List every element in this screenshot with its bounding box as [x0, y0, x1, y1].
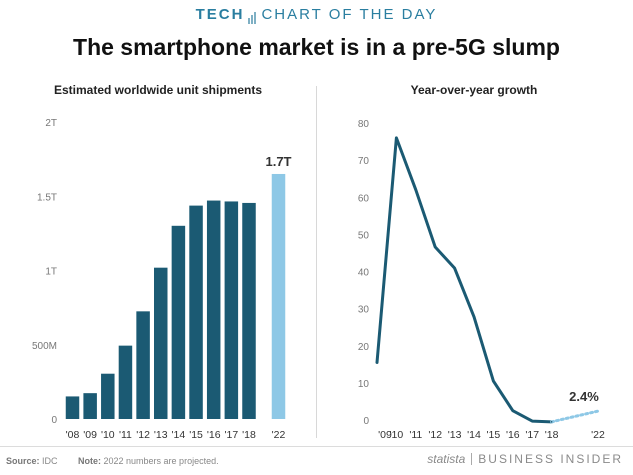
growth-point-16	[512, 409, 514, 412]
source-value: IDC	[42, 456, 58, 466]
line-y-tick-label: 60	[358, 193, 370, 204]
growth-point-10	[395, 137, 398, 139]
line-x-tick-label: '14	[467, 429, 481, 441]
bar-y-tick-label: 500M	[32, 341, 57, 352]
line-y-tick-label: 40	[358, 268, 370, 279]
line-x-tick-label: '11	[409, 429, 422, 441]
growth-point-15	[492, 380, 495, 382]
bar-y-tick-label: 2T	[45, 118, 57, 129]
footer-note: Note: 2022 numbers are projected.	[78, 456, 219, 466]
growth-line	[375, 136, 554, 424]
brand-tech: TECH	[195, 6, 245, 23]
bar-x-tick-label: '12	[136, 429, 150, 441]
growth-point-11	[415, 189, 417, 191]
bar-x-tick-label: '14	[172, 429, 186, 441]
line-x-tick-label: '09	[378, 429, 392, 441]
growth-point-12	[434, 246, 437, 248]
note-value: 2022 numbers are projected.	[103, 456, 219, 466]
line-x-tick-label: '12	[428, 429, 442, 441]
footer-logo: statista BUSINESS INSIDER	[427, 452, 623, 466]
bar-x-tick-label: '08	[66, 429, 80, 441]
line-y-tick-label: 10	[358, 379, 370, 390]
bar-x-tick-label: '16	[207, 429, 221, 441]
growth-line-projected	[550, 409, 600, 424]
bar-data-label: 1.7T	[265, 154, 291, 169]
bar-y-tick-label: 1T	[45, 267, 57, 278]
bar-x-tick-label: '17	[225, 429, 239, 441]
bar-11	[118, 345, 133, 419]
footer-source: Source: IDC	[6, 456, 58, 466]
bar-16	[206, 200, 221, 419]
page-title: The smartphone market is in a pre-5G slu…	[73, 34, 560, 60]
line-y-tick-label: 50	[358, 230, 370, 241]
line-x-tick-label: '13	[448, 429, 462, 441]
bar-x-tick-label: '18	[242, 429, 256, 441]
bar-17	[224, 201, 239, 419]
line-y-tick-label: 20	[358, 342, 370, 353]
bar-x-tick-label: '15	[189, 429, 203, 441]
note-label: Note:	[78, 456, 101, 466]
bar-10	[101, 373, 115, 419]
line-x-tick-label: '10	[390, 429, 404, 441]
footer-divider	[0, 446, 633, 447]
bar-chart-title: Estimated worldwide unit shipments	[54, 83, 262, 97]
bar-x-tick-label: '10	[101, 429, 115, 441]
source-label: Source:	[6, 456, 40, 466]
line-x-tick-label: '17	[525, 429, 539, 441]
growth-point-09	[376, 361, 378, 364]
growth-point-13	[453, 267, 456, 269]
bar-x-tick-label: '09	[83, 429, 97, 441]
line-y-tick-label: 30	[358, 305, 370, 316]
bar-chart: Estimated worldwide unit shipments 0 500M 1…	[32, 83, 292, 441]
line-y-tick-label: 70	[358, 156, 370, 167]
logo-separator	[471, 453, 473, 465]
line-data-label: 2.4%	[569, 389, 599, 404]
line-x-tick-label: '22	[591, 429, 605, 441]
growth-point-22	[597, 410, 599, 412]
charts-svg: Estimated worldwide unit shipments 0 500M 1…	[32, 83, 605, 441]
brand-header: TECH CHART OF THE DAY	[0, 6, 633, 24]
business-insider-logo: BUSINESS INSIDER	[478, 452, 623, 466]
line-x-tick-label: '15	[487, 429, 501, 441]
bar-09	[83, 393, 97, 419]
growth-point-14	[473, 315, 475, 318]
growth-point-17	[531, 420, 533, 422]
bar-18	[242, 202, 256, 419]
bar-22	[271, 173, 286, 419]
line-chart: Year-over-year growth 0 10 20 30 40 50 60 70 80 '0…	[358, 83, 605, 441]
bar-x-tick-label: '13	[154, 429, 168, 441]
statista-logo: statista	[427, 452, 466, 466]
bar-y-tick-label: 1.5T	[37, 192, 57, 203]
line-chart-title: Year-over-year growth	[411, 83, 538, 97]
bar-15	[189, 205, 203, 419]
bar-chart-icon	[248, 7, 257, 24]
bar-y-tick-label: 0	[51, 415, 57, 426]
line-x-tick-label: '18	[545, 429, 559, 441]
bar-08	[65, 396, 80, 419]
growth-point-18	[550, 421, 553, 423]
line-x-tick-label: '16	[506, 429, 520, 441]
bar-12	[136, 311, 150, 419]
line-y-tick-label: 0	[363, 416, 369, 427]
brand-kicker: CHART OF THE DAY	[261, 6, 438, 23]
line-y-tick-label: 80	[358, 119, 370, 130]
panel-divider	[316, 86, 317, 438]
bar-x-tick-label: '22	[272, 429, 286, 441]
bar-x-tick-label: '11	[119, 429, 132, 441]
bar-13	[154, 267, 168, 419]
bar-14	[171, 225, 186, 419]
